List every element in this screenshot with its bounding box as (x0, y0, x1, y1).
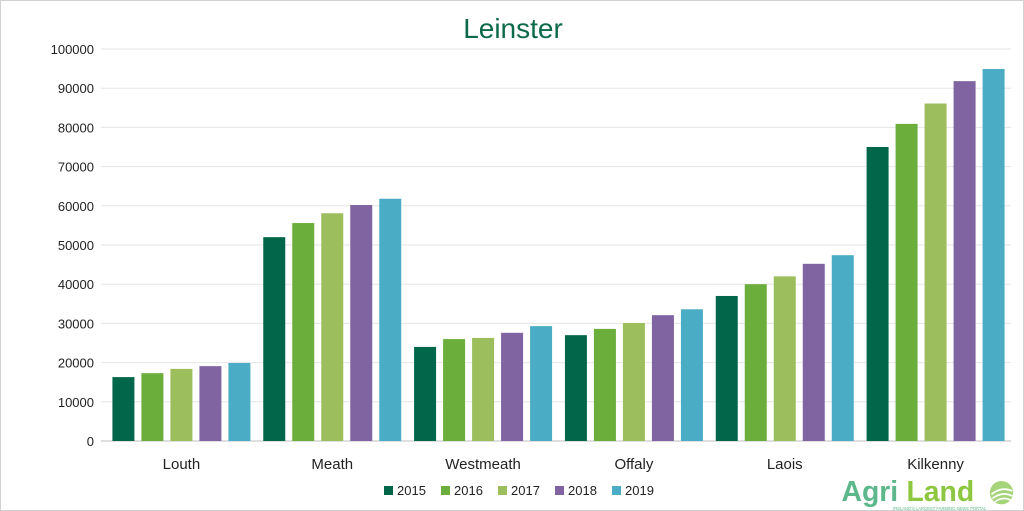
bar-2019-laois (831, 255, 854, 441)
bar-2016-westmeath (443, 339, 466, 441)
agriland-logo: Agri Land IRELAND'S LARGEST FARMING NEWS… (842, 476, 1014, 511)
legend-swatch-2016 (441, 486, 450, 495)
bar-2019-offaly (680, 309, 703, 441)
y-tick-label: 60000 (58, 199, 94, 214)
legend-swatch-2019 (612, 486, 621, 495)
bar-2018-westmeath (501, 332, 524, 441)
legend-swatch-2017 (498, 486, 507, 495)
bar-2019-kilkenny (982, 68, 1005, 441)
bar-2019-meath (379, 198, 402, 441)
bar-2017-offaly (622, 323, 645, 441)
bar-2017-westmeath (472, 337, 495, 441)
y-tick-label: 30000 (58, 316, 94, 331)
bar-2018-kilkenny (953, 81, 976, 442)
bar-2018-louth (199, 366, 222, 441)
bar-2018-meath (350, 205, 373, 441)
bar-2019-westmeath (530, 326, 553, 441)
legend-label-2015: 2015 (397, 483, 426, 498)
x-category-label: Meath (311, 456, 353, 473)
legend-swatch-2018 (555, 486, 564, 495)
x-category-label: Louth (163, 456, 201, 473)
bar-2016-louth (141, 373, 164, 441)
bar-2018-laois (802, 263, 825, 441)
x-category-label: Kilkenny (907, 456, 964, 473)
bar-2017-kilkenny (924, 103, 947, 441)
y-tick-label: 70000 (58, 160, 94, 175)
chart-title: Leinster (463, 13, 563, 44)
y-tick-label: 0 (87, 434, 94, 449)
x-category-label: Offaly (614, 456, 653, 473)
bar-2016-laois (744, 284, 767, 441)
legend-label-2018: 2018 (568, 483, 597, 498)
bar-2015-westmeath (414, 346, 437, 441)
y-tick-label: 10000 (58, 395, 94, 410)
legend-label-2017: 2017 (511, 483, 540, 498)
bar-2015-offaly (564, 335, 587, 441)
svg-text:Land: Land (907, 476, 975, 508)
bar-2015-louth (112, 377, 135, 441)
bar-2017-louth (170, 368, 193, 441)
bar-2018-offaly (651, 315, 674, 441)
bar-2015-kilkenny (866, 147, 889, 441)
bar-2015-meath (263, 237, 286, 441)
y-tick-label: 90000 (58, 81, 94, 96)
bar-2015-laois (715, 295, 738, 441)
y-tick-label: 50000 (58, 238, 94, 253)
y-tick-label: 100000 (51, 42, 94, 57)
bar-2016-kilkenny (895, 123, 918, 441)
bar-2016-meath (292, 223, 315, 441)
y-tick-label: 20000 (58, 356, 94, 371)
legend-label-2016: 2016 (454, 483, 483, 498)
svg-text:IRELAND'S LARGEST FARMING NEWS: IRELAND'S LARGEST FARMING NEWS PORTAL (893, 506, 987, 511)
legend-label-2019: 2019 (625, 483, 654, 498)
y-tick-label: 40000 (58, 277, 94, 292)
bar-2017-meath (321, 213, 344, 441)
svg-text:Agri: Agri (842, 476, 899, 508)
x-category-label: Laois (767, 456, 803, 473)
legend-swatch-2015 (384, 486, 393, 495)
bar-2019-louth (228, 362, 251, 441)
bar-2017-laois (773, 276, 796, 441)
y-tick-label: 80000 (58, 120, 94, 135)
bar-2016-offaly (593, 328, 616, 441)
x-category-label: Westmeath (445, 456, 521, 473)
